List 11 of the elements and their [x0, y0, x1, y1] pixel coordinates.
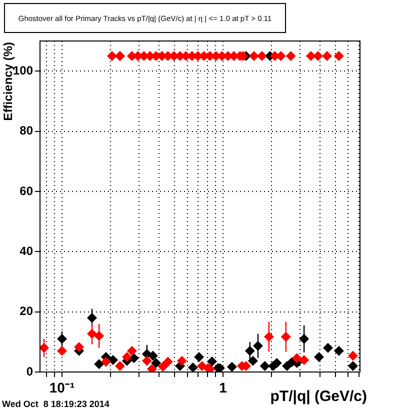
- y-tick-label: 0: [26, 364, 34, 378]
- y-axis-title: Efficiency (%): [1, 42, 15, 121]
- x-tick-label: 10⁻¹: [49, 379, 75, 396]
- y-tick-label: 40: [20, 244, 34, 258]
- x-axis-title: pT/|q| (GeV/c): [270, 388, 367, 405]
- y-tick-label: 100: [12, 63, 34, 78]
- y-tick-label: 80: [20, 124, 34, 138]
- y-tick-label: 60: [20, 184, 34, 198]
- y-tick-label: 20: [20, 304, 34, 318]
- x-tick-label: 1: [219, 379, 228, 396]
- text: Wed Oct 8 18:19:23 2014: [2, 399, 110, 409]
